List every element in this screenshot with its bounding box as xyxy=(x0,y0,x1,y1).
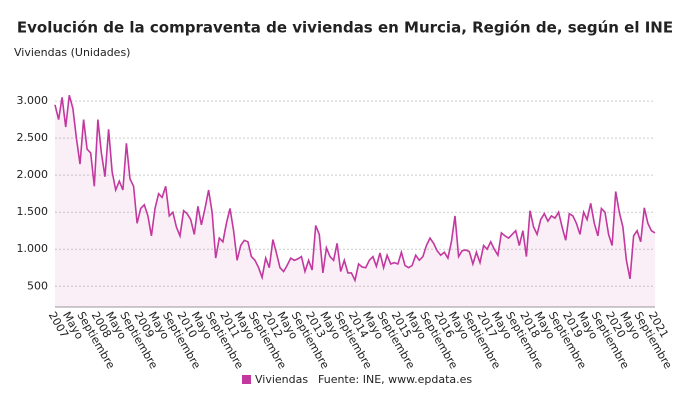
y-axis-label: Viviendas (Unidades) xyxy=(14,46,130,59)
y-tick-label: 1.500 xyxy=(17,205,49,218)
chart-title: Evolución de la compraventa de viviendas… xyxy=(17,19,673,37)
legend-label: Viviendas xyxy=(255,373,308,386)
y-tick-label: 2.500 xyxy=(17,131,49,144)
legend-swatch xyxy=(242,375,251,384)
area xyxy=(55,95,655,307)
y-tick-label: 500 xyxy=(27,279,48,292)
y-tick-label: 2.000 xyxy=(17,168,49,181)
y-tick-label: 1.000 xyxy=(17,242,49,255)
line xyxy=(54,94,656,283)
source: Fuente: INE, www.epdata.es xyxy=(318,373,472,386)
y-tick-label: 3.000 xyxy=(17,94,49,107)
